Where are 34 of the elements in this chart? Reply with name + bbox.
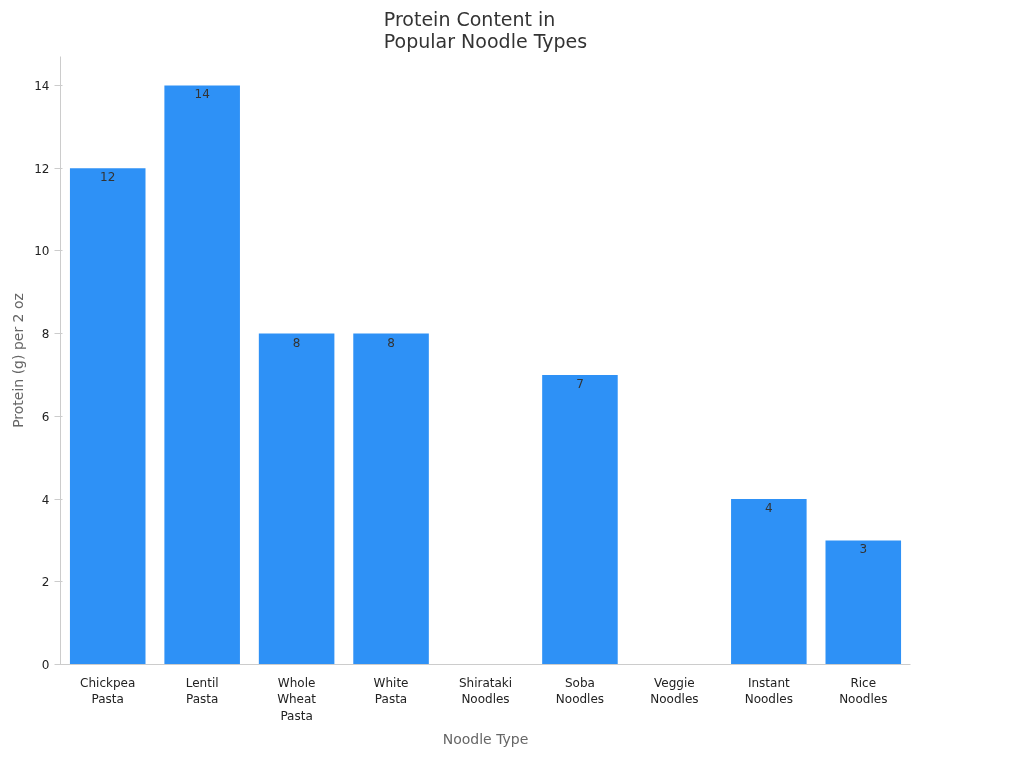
y-tick-label: 10 — [34, 244, 50, 259]
x-axis-title: Noodle Type — [442, 731, 529, 748]
x-tick-label: Instant Noodles — [744, 675, 793, 707]
bar — [825, 540, 902, 665]
chart-title: Protein Content in Popular Noodle Types — [383, 7, 588, 52]
data-label: 4 — [765, 501, 773, 516]
bar — [731, 499, 807, 665]
x-tick-label: Whole Wheat Pasta — [277, 675, 317, 724]
data-label: 12 — [100, 170, 116, 185]
data-label: 3 — [859, 542, 868, 557]
y-tick-label: 6 — [41, 409, 50, 424]
x-tick-label: Soba Noodles — [555, 675, 605, 707]
y-tick-label: 4 — [41, 492, 50, 507]
y-axis-title: Protein (g) per 2 oz — [10, 293, 27, 428]
data-label: 14 — [194, 87, 210, 102]
data-label: 8 — [387, 335, 395, 350]
y-tick-label: 0 — [41, 658, 50, 672]
bar — [353, 333, 429, 665]
data-label: 7 — [576, 376, 584, 391]
x-tick-label: Chickpea Pasta — [80, 675, 136, 707]
y-tick-label: 2 — [41, 575, 50, 590]
bar — [258, 333, 335, 665]
bar — [164, 85, 240, 665]
x-tick-label: Shirataki Noodles — [458, 675, 513, 707]
y-tick-label: 8 — [41, 327, 50, 342]
x-tick-label: Veggie Noodles — [650, 675, 699, 707]
x-tick-label: White Pasta — [373, 675, 409, 707]
bar — [69, 168, 146, 665]
x-tick-label: Rice Noodles — [839, 675, 888, 707]
y-tick-label: 12 — [34, 161, 50, 176]
data-label: 8 — [292, 335, 301, 350]
bar — [542, 374, 618, 665]
x-tick-label: Lentil Pasta — [185, 675, 219, 707]
y-tick-label: 14 — [34, 78, 50, 93]
